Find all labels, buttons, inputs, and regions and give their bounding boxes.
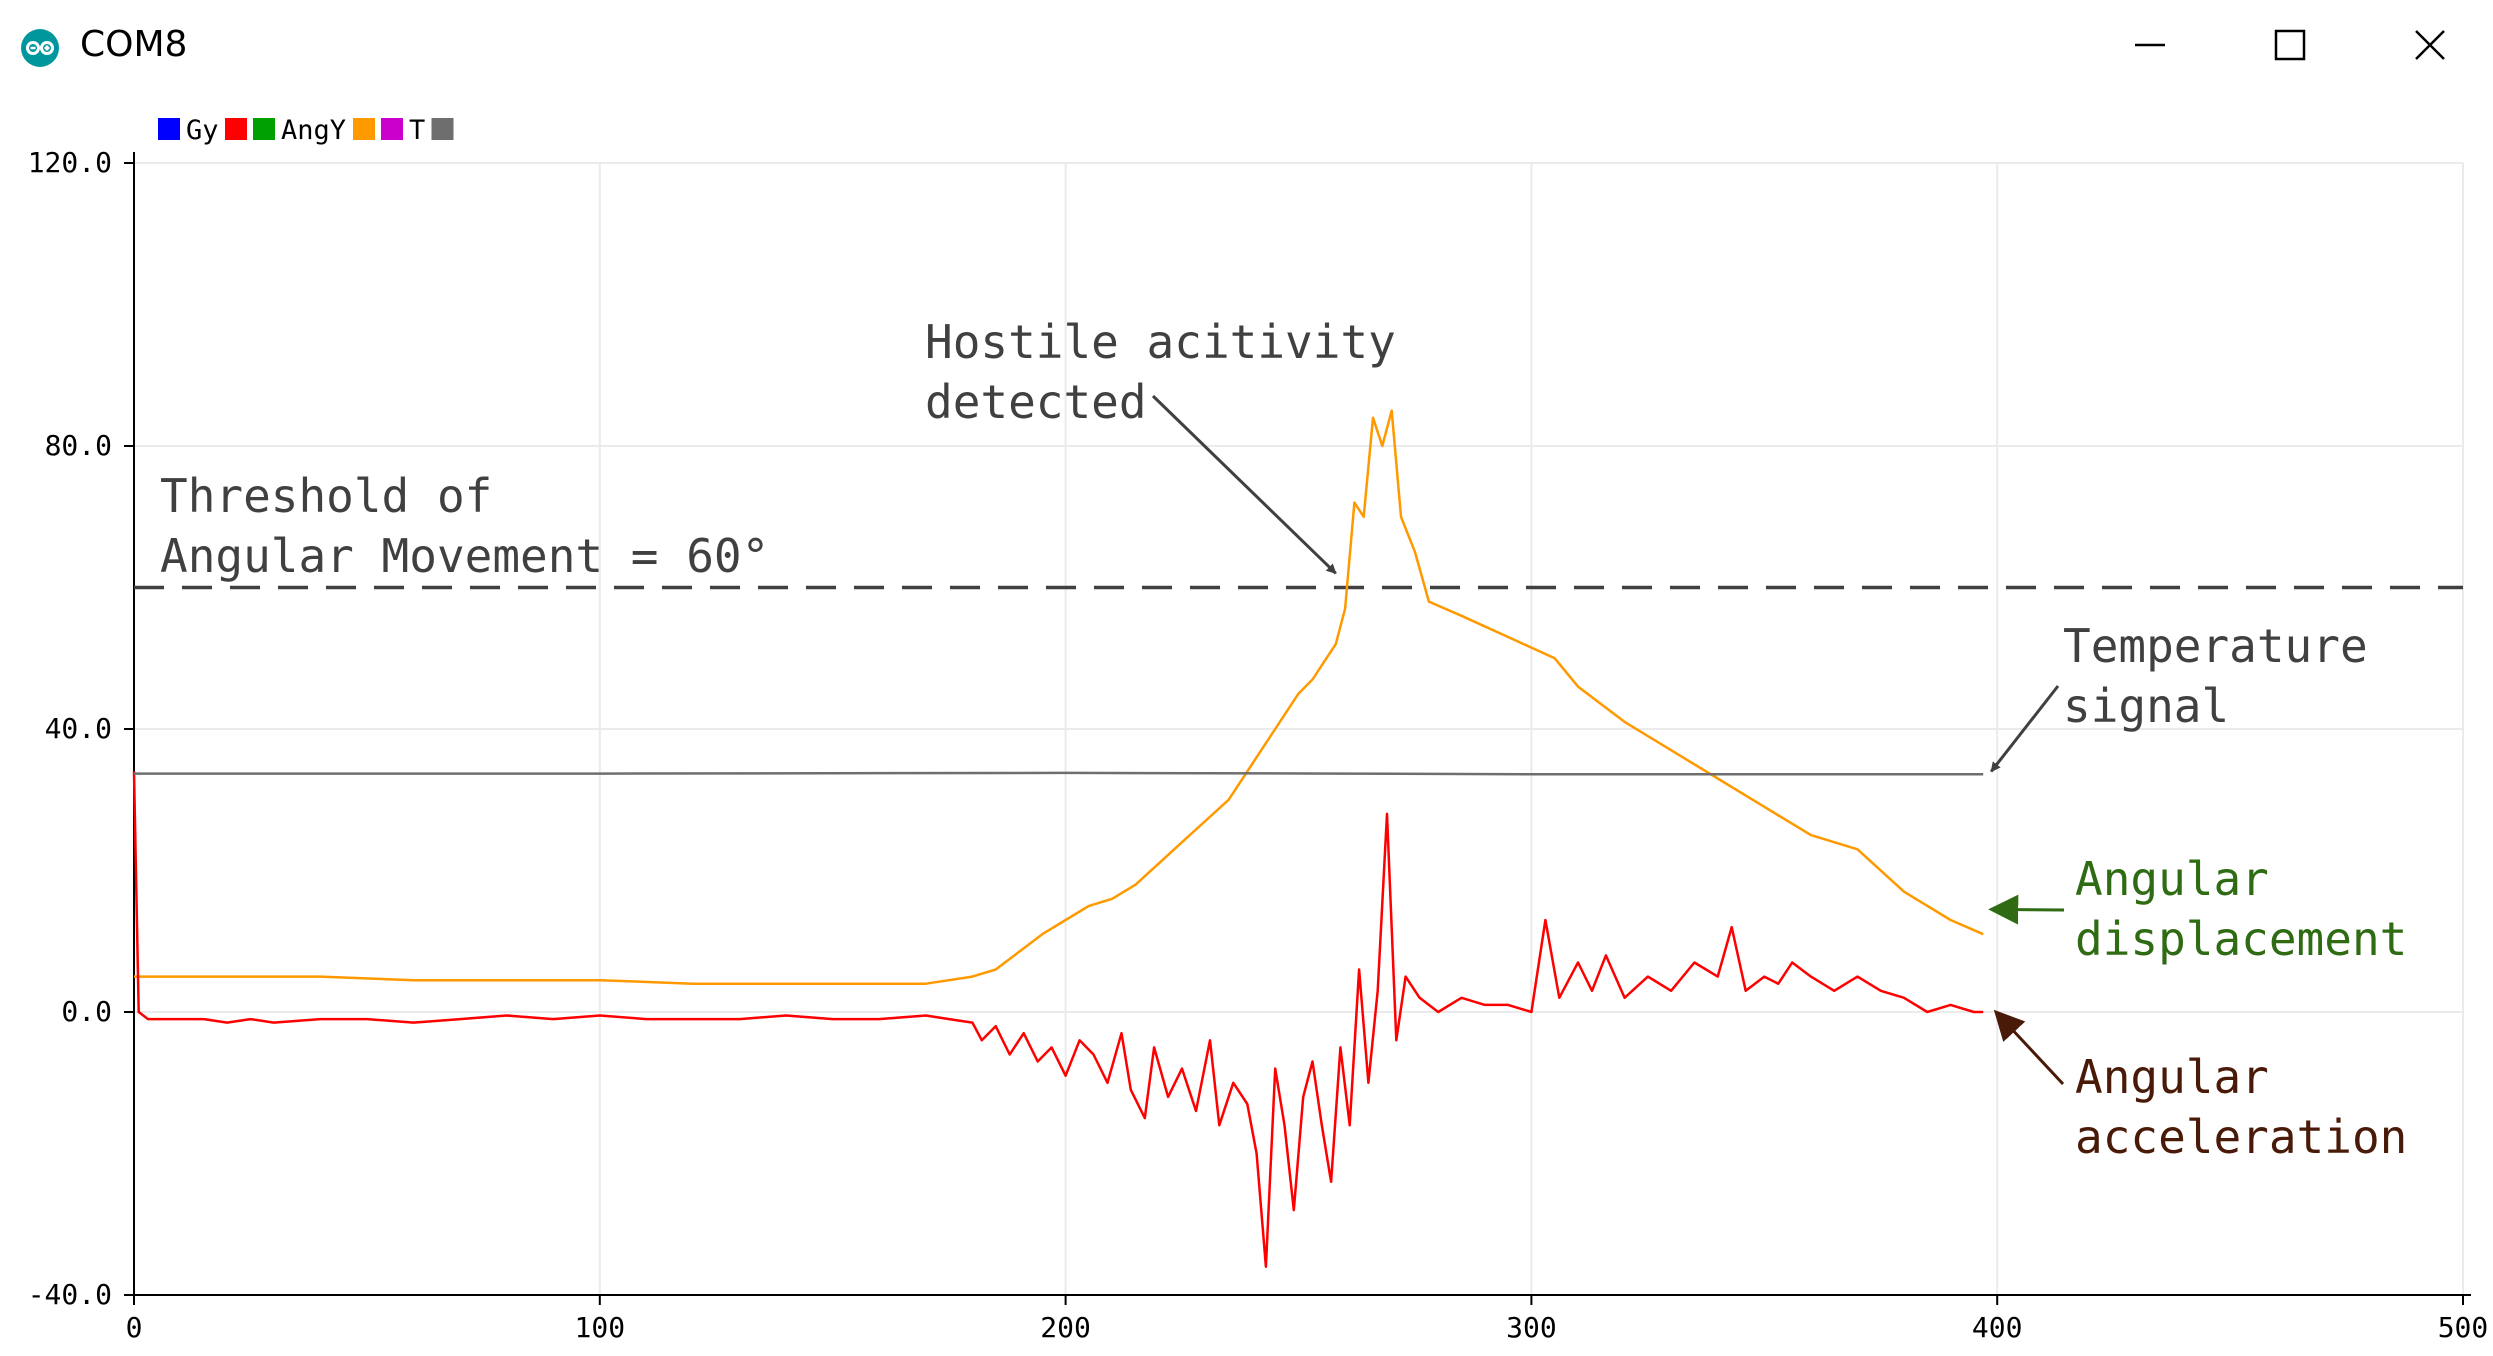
y-tick-label: 120.0 (28, 146, 112, 179)
legend-swatch-3 (353, 118, 375, 140)
x-tick-label: 200 (1040, 1311, 1091, 1344)
grid (134, 162, 2464, 1295)
series-line-0 (134, 409, 1984, 985)
x-tick-label: 400 (1972, 1311, 2023, 1344)
close-icon (2415, 30, 2445, 60)
annotation-1-line2: signal (2063, 679, 2229, 733)
threshold-label-line1: Threshold of (160, 469, 492, 523)
annotation-2-line2: displacement (2075, 912, 2407, 966)
annotation-2-arrow (1988, 894, 2065, 925)
minimize-icon (2135, 43, 2165, 47)
arduino-icon (21, 29, 59, 67)
y-tick-label: 80.0 (45, 429, 112, 462)
series-line-2 (134, 771, 1984, 776)
y-tick-label: 40.0 (45, 712, 112, 745)
minimize-button[interactable] (2090, 10, 2210, 80)
annotation-1-arrow (1990, 685, 2060, 773)
annotation-0-arrow (1151, 394, 1337, 575)
legend-swatch-5 (431, 118, 454, 140)
x-tick-label: 0 (126, 1311, 143, 1344)
legend-label-4: T (409, 115, 425, 146)
y-tick-label: 0.0 (61, 995, 112, 1028)
annotation-3-line2: acceleration (2075, 1110, 2407, 1164)
annotation-1-line1: Temperature (2063, 619, 2368, 673)
x-tick-label: 100 (575, 1311, 626, 1344)
annotation-0-line1: Hostile acitivity (925, 315, 1396, 369)
annotation-3-arrow (1993, 1009, 2065, 1086)
series-lines (132, 409, 1984, 1268)
annotation-0-line2: detected (925, 375, 1147, 429)
series-line-1 (132, 771, 1984, 1268)
annotations: Hostile acitivity detected Temperature sign… (925, 315, 2407, 1164)
annotation-3-line1: Angular (2075, 1050, 2269, 1104)
legend-swatch-2 (253, 118, 275, 140)
legend: Gy AngY T (158, 115, 454, 146)
window-title: COM8 (80, 24, 188, 65)
axes (124, 152, 2471, 1305)
legend-label-0: Gy (186, 115, 219, 146)
maximize-icon (2274, 29, 2306, 61)
legend-swatch-0 (158, 118, 180, 140)
x-tick-label: 500 (2438, 1311, 2489, 1344)
legend-swatch-4 (381, 118, 403, 140)
maximize-button[interactable] (2230, 10, 2350, 80)
annotation-2-line1: Angular (2075, 852, 2269, 906)
title-bar: COM8 (0, 0, 2493, 90)
legend-swatch-1 (225, 118, 247, 140)
tick-labels: 0 100 200 300 400 500 120.0 80.0 40.0 0.0 -40.0 (28, 146, 2489, 1344)
x-tick-label: 300 (1506, 1311, 1557, 1344)
legend-label-2: AngY (281, 115, 346, 146)
threshold-line: Threshold of Angular Movement = 60° (134, 469, 2463, 590)
close-button[interactable] (2370, 10, 2490, 80)
threshold-label-line2: Angular Movement = 60° (160, 529, 769, 583)
y-tick-label: -40.0 (28, 1278, 112, 1311)
